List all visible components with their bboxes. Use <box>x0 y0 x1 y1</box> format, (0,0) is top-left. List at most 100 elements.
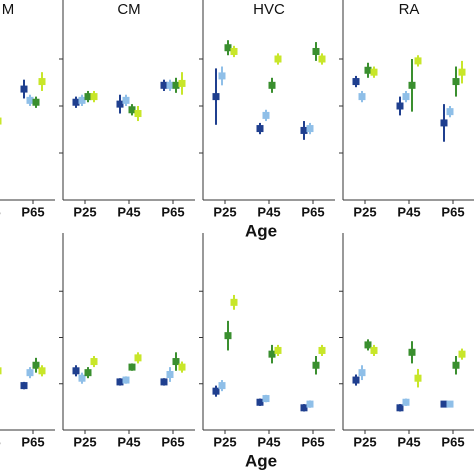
mean-marker <box>262 395 270 403</box>
mean-marker <box>414 374 422 382</box>
mean-marker <box>370 346 378 354</box>
mean-marker <box>20 382 28 390</box>
mean-marker <box>26 96 34 104</box>
mean-marker <box>318 346 326 354</box>
mean-marker <box>268 81 276 89</box>
mean-marker <box>116 100 124 108</box>
mean-marker <box>452 361 460 369</box>
mean-marker <box>160 378 168 386</box>
mean-marker <box>352 376 360 384</box>
mean-marker <box>128 106 136 114</box>
mean-marker <box>212 387 220 395</box>
x-tick-label: P65 <box>161 434 184 449</box>
mean-marker <box>122 96 130 104</box>
mean-marker <box>128 363 136 371</box>
mean-marker <box>300 404 308 412</box>
mean-marker <box>178 79 186 87</box>
mean-marker <box>408 348 416 356</box>
mean-marker <box>274 55 282 63</box>
mean-marker <box>134 110 142 118</box>
x-tick-label: P25 <box>213 434 236 449</box>
mean-marker <box>446 108 454 116</box>
mean-marker <box>408 81 416 89</box>
mean-marker <box>172 81 180 89</box>
mean-marker <box>306 125 314 133</box>
mean-marker <box>160 81 168 89</box>
mean-marker <box>230 298 238 306</box>
mean-marker <box>172 358 180 366</box>
mean-marker <box>352 78 360 86</box>
x-tick-label: P25 <box>73 204 96 219</box>
mean-marker <box>262 111 270 119</box>
mean-marker <box>446 400 454 408</box>
mean-marker <box>38 78 46 86</box>
mean-marker <box>178 363 186 371</box>
mean-marker <box>26 369 34 377</box>
mean-marker <box>300 126 308 134</box>
mean-marker <box>414 57 422 65</box>
mean-marker <box>212 93 220 101</box>
mean-marker <box>358 369 366 377</box>
panel-title: RA <box>399 1 420 18</box>
mean-marker <box>312 47 320 55</box>
mean-marker <box>90 358 98 366</box>
mean-marker <box>396 102 404 110</box>
mean-marker <box>122 376 130 384</box>
mean-marker <box>0 117 2 125</box>
mean-marker <box>72 367 80 375</box>
mean-marker <box>370 68 378 76</box>
x-tick-label: P45 <box>257 204 280 219</box>
mean-marker <box>72 98 80 106</box>
mean-marker <box>90 93 98 101</box>
x-axis-label: Age <box>245 221 277 240</box>
mean-marker <box>364 66 372 74</box>
mean-marker <box>38 367 46 375</box>
x-tick-label: P45 <box>257 434 280 449</box>
x-axis-label: Age <box>245 451 277 470</box>
mean-marker <box>268 350 276 358</box>
mean-marker <box>402 93 410 101</box>
x-tick-label: P65 <box>301 204 324 219</box>
mean-marker <box>224 44 232 52</box>
mean-marker <box>116 378 124 386</box>
x-tick-label: P65 <box>161 204 184 219</box>
x-tick-label: P45 <box>117 434 140 449</box>
mean-marker <box>166 371 174 378</box>
mean-marker <box>166 81 174 89</box>
x-tick-label: P65 <box>441 434 464 449</box>
x-tick-label: P65 <box>21 204 44 219</box>
mean-marker <box>402 398 410 406</box>
mean-marker <box>78 96 86 104</box>
mean-marker <box>318 55 326 63</box>
mean-marker <box>440 400 448 408</box>
mean-marker <box>458 350 466 358</box>
mean-marker <box>32 361 40 369</box>
mean-marker <box>84 93 92 101</box>
mean-marker <box>134 354 142 362</box>
mean-marker <box>256 398 264 406</box>
mean-marker <box>256 125 264 133</box>
mean-marker <box>312 361 320 369</box>
mean-marker <box>78 374 86 382</box>
mean-marker <box>274 346 282 354</box>
x-tick-label: P25 <box>353 434 376 449</box>
x-tick-label: P25 <box>73 434 96 449</box>
mean-marker <box>440 119 448 127</box>
mean-marker <box>0 367 2 375</box>
mean-marker <box>458 68 466 76</box>
mean-marker <box>364 341 372 349</box>
x-tick-label: P45 <box>0 434 1 449</box>
x-tick-label: P25 <box>213 204 236 219</box>
x-tick-label: P45 <box>0 204 1 219</box>
x-tick-label: P65 <box>301 434 324 449</box>
mean-marker <box>84 369 92 377</box>
mean-marker <box>396 404 404 412</box>
mean-marker <box>218 382 226 390</box>
x-tick-label: P45 <box>397 434 420 449</box>
mean-marker <box>224 332 232 340</box>
x-tick-label: P45 <box>397 204 420 219</box>
mean-marker <box>32 98 40 106</box>
mean-marker <box>306 400 314 408</box>
mean-marker <box>218 72 226 80</box>
